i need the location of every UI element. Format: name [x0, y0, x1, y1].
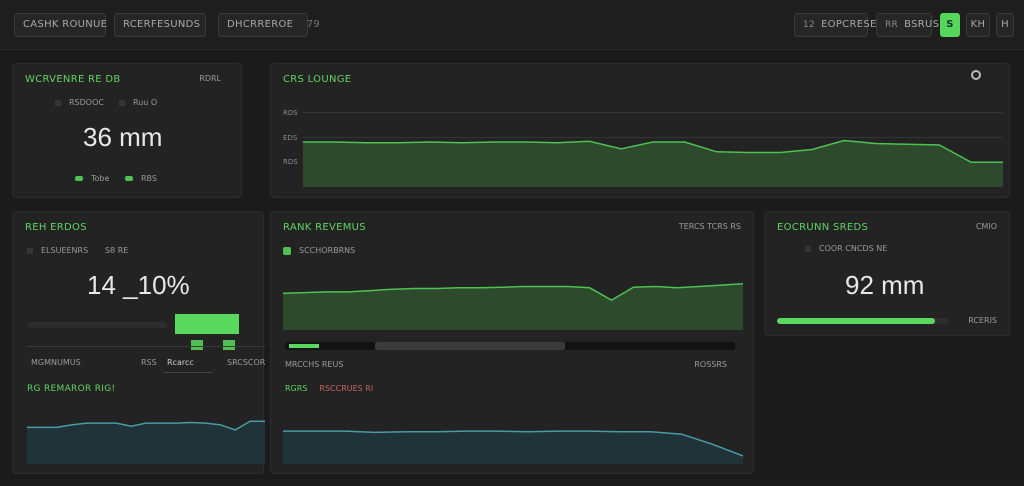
- y-tick-label: EDS: [283, 134, 298, 142]
- marker-block: [191, 340, 203, 350]
- row-label: SRCSCOR: [227, 358, 266, 367]
- legend-item-rbs: RBS: [125, 174, 157, 183]
- legend-dot: [75, 176, 83, 181]
- card-sub-right-label: Ruu O: [133, 98, 158, 107]
- card-title: CRS LOUNGE: [283, 74, 352, 85]
- chart-card-rank-revemus: RANK REVEMUS TERCS TCRS RS SCCHORBRNS MR…: [270, 211, 754, 474]
- legend-dot: [125, 176, 133, 181]
- square-icon: [805, 245, 811, 252]
- card-sub: COOR CNCDS NE: [805, 244, 887, 253]
- square-icon: [119, 99, 125, 106]
- metric-card-reh-erdos: REH ERDOS ELSUEENRS S8 RE 14 _10% MGMNUM…: [12, 211, 266, 474]
- mini-label-2: RSCCRUES RI: [319, 384, 374, 393]
- series-line: [27, 420, 265, 431]
- card-corner-label: RDRL: [199, 74, 221, 83]
- nav-button-dhcrreroe[interactable]: DHCRREROE 79: [218, 13, 320, 37]
- marker-block: [223, 340, 235, 350]
- divider: [163, 372, 213, 373]
- row-label: MGMNUMUS: [31, 358, 81, 367]
- square-icon: [55, 99, 61, 106]
- card-sub-left-label: RSDOOC: [69, 98, 104, 107]
- nav-button-badge: 79: [306, 19, 321, 30]
- legend-item-tobe: Tobe: [75, 174, 109, 183]
- mini-area-chart-d: [283, 430, 743, 464]
- gridline: [303, 112, 1003, 113]
- card-title: RANK REVEMUS: [283, 222, 366, 233]
- card-value: 92 mm: [845, 270, 925, 300]
- row-label-right: ROSSRS: [694, 360, 727, 369]
- series-line: [283, 430, 743, 457]
- row-label: RSS: [141, 358, 157, 367]
- eopcrese-button[interactable]: 12 EOPCRESE: [794, 13, 876, 37]
- row-label: Rcarcc: [167, 358, 194, 367]
- mini-chart-title: RG REMAROR RIG!: [27, 384, 116, 394]
- mini-chart-label: RGRS RSCCRUES RI: [285, 384, 373, 393]
- filter-icon: RR: [885, 20, 899, 30]
- square-icon: [27, 247, 33, 254]
- toggle-h-button[interactable]: H: [996, 13, 1014, 37]
- nav-button-cashk-rounue[interactable]: CASHK ROUNUE: [14, 13, 107, 37]
- nav-button-label: DHCRREROE: [227, 19, 294, 30]
- settings-icon[interactable]: [971, 70, 981, 80]
- range-scrollbar-thumb[interactable]: [375, 342, 565, 350]
- card-sub-left: ELSUEENRS: [27, 246, 88, 255]
- nav-button-rcerfesunds[interactable]: RCERFESUNDS: [114, 13, 206, 37]
- legend-label: SCCHORBRNS: [299, 246, 356, 255]
- card-sub-right: S8 RE: [105, 246, 129, 255]
- mini-area-chart-c: [27, 420, 265, 464]
- card-value: 14 _10%: [87, 270, 190, 300]
- row-label: MRCCHS REUS: [285, 360, 344, 369]
- toggle-active-button[interactable]: S: [940, 13, 960, 37]
- toggle-kh-button[interactable]: KH: [966, 13, 990, 37]
- area-chart-crs-lounge: [303, 139, 1003, 187]
- eopcrese-label: EOPCRESE: [821, 19, 877, 30]
- gridline: [303, 137, 1003, 138]
- y-tick-label: RDS: [283, 158, 298, 166]
- card-sub-left: RSDOOC: [55, 98, 104, 107]
- card-title: WCRVENRE RE DB: [25, 74, 121, 85]
- card-title: REH ERDOS: [25, 222, 87, 233]
- card-sub-right: Ruu O: [119, 98, 157, 107]
- series-area: [283, 431, 743, 464]
- calendar-icon: 12: [803, 20, 816, 30]
- legend-dot: [283, 246, 291, 255]
- card-sub-label: COOR CNCDS NE: [819, 244, 888, 253]
- card-sub-left-label: ELSUEENRS: [41, 246, 89, 255]
- legend-label: RBS: [141, 174, 157, 183]
- series-line: [303, 139, 1003, 164]
- bsrus-button[interactable]: RR BSRUS: [876, 13, 939, 37]
- card-corner-label: TERCS TCRS RS: [678, 222, 741, 231]
- divider: [27, 346, 265, 347]
- card-corner-label: CMIO: [975, 222, 997, 231]
- card-title: EOCRUNN SREDS: [777, 222, 869, 233]
- mini-label-1: RGRS: [285, 384, 308, 393]
- top-toolbar: CASHK ROUNUE RCERFESUNDS DHCRREROE 79 12…: [0, 0, 1024, 50]
- y-tick-label: RDS: [283, 109, 298, 117]
- range-indicator: [289, 344, 319, 348]
- series-area: [283, 283, 743, 330]
- metric-card-eocrunn: EOCRUNN SREDS CMIO COOR CNCDS NE 92 mm R…: [764, 211, 1010, 336]
- chart-card-crs-lounge: CRS LOUNGE RDS EDS RDS: [270, 63, 1010, 198]
- series-line: [283, 283, 743, 301]
- progress-fill: [777, 318, 936, 324]
- legend-label: Tobe: [91, 174, 110, 183]
- highlight-block[interactable]: [175, 314, 239, 334]
- progress-label: RCERIS: [968, 316, 997, 325]
- bsrus-label: BSRUS: [904, 19, 940, 30]
- series-area: [27, 421, 265, 464]
- card-value: 36 mm: [83, 122, 163, 152]
- progress-track: [27, 322, 167, 328]
- area-chart-rank-revemus: [283, 283, 743, 330]
- metric-card-wcrvenre: WCRVENRE RE DB RDRL RSDOOC Ruu O 36 mm T…: [12, 63, 242, 198]
- series-area: [303, 140, 1003, 187]
- legend-item: SCCHORBRNS: [283, 246, 355, 255]
